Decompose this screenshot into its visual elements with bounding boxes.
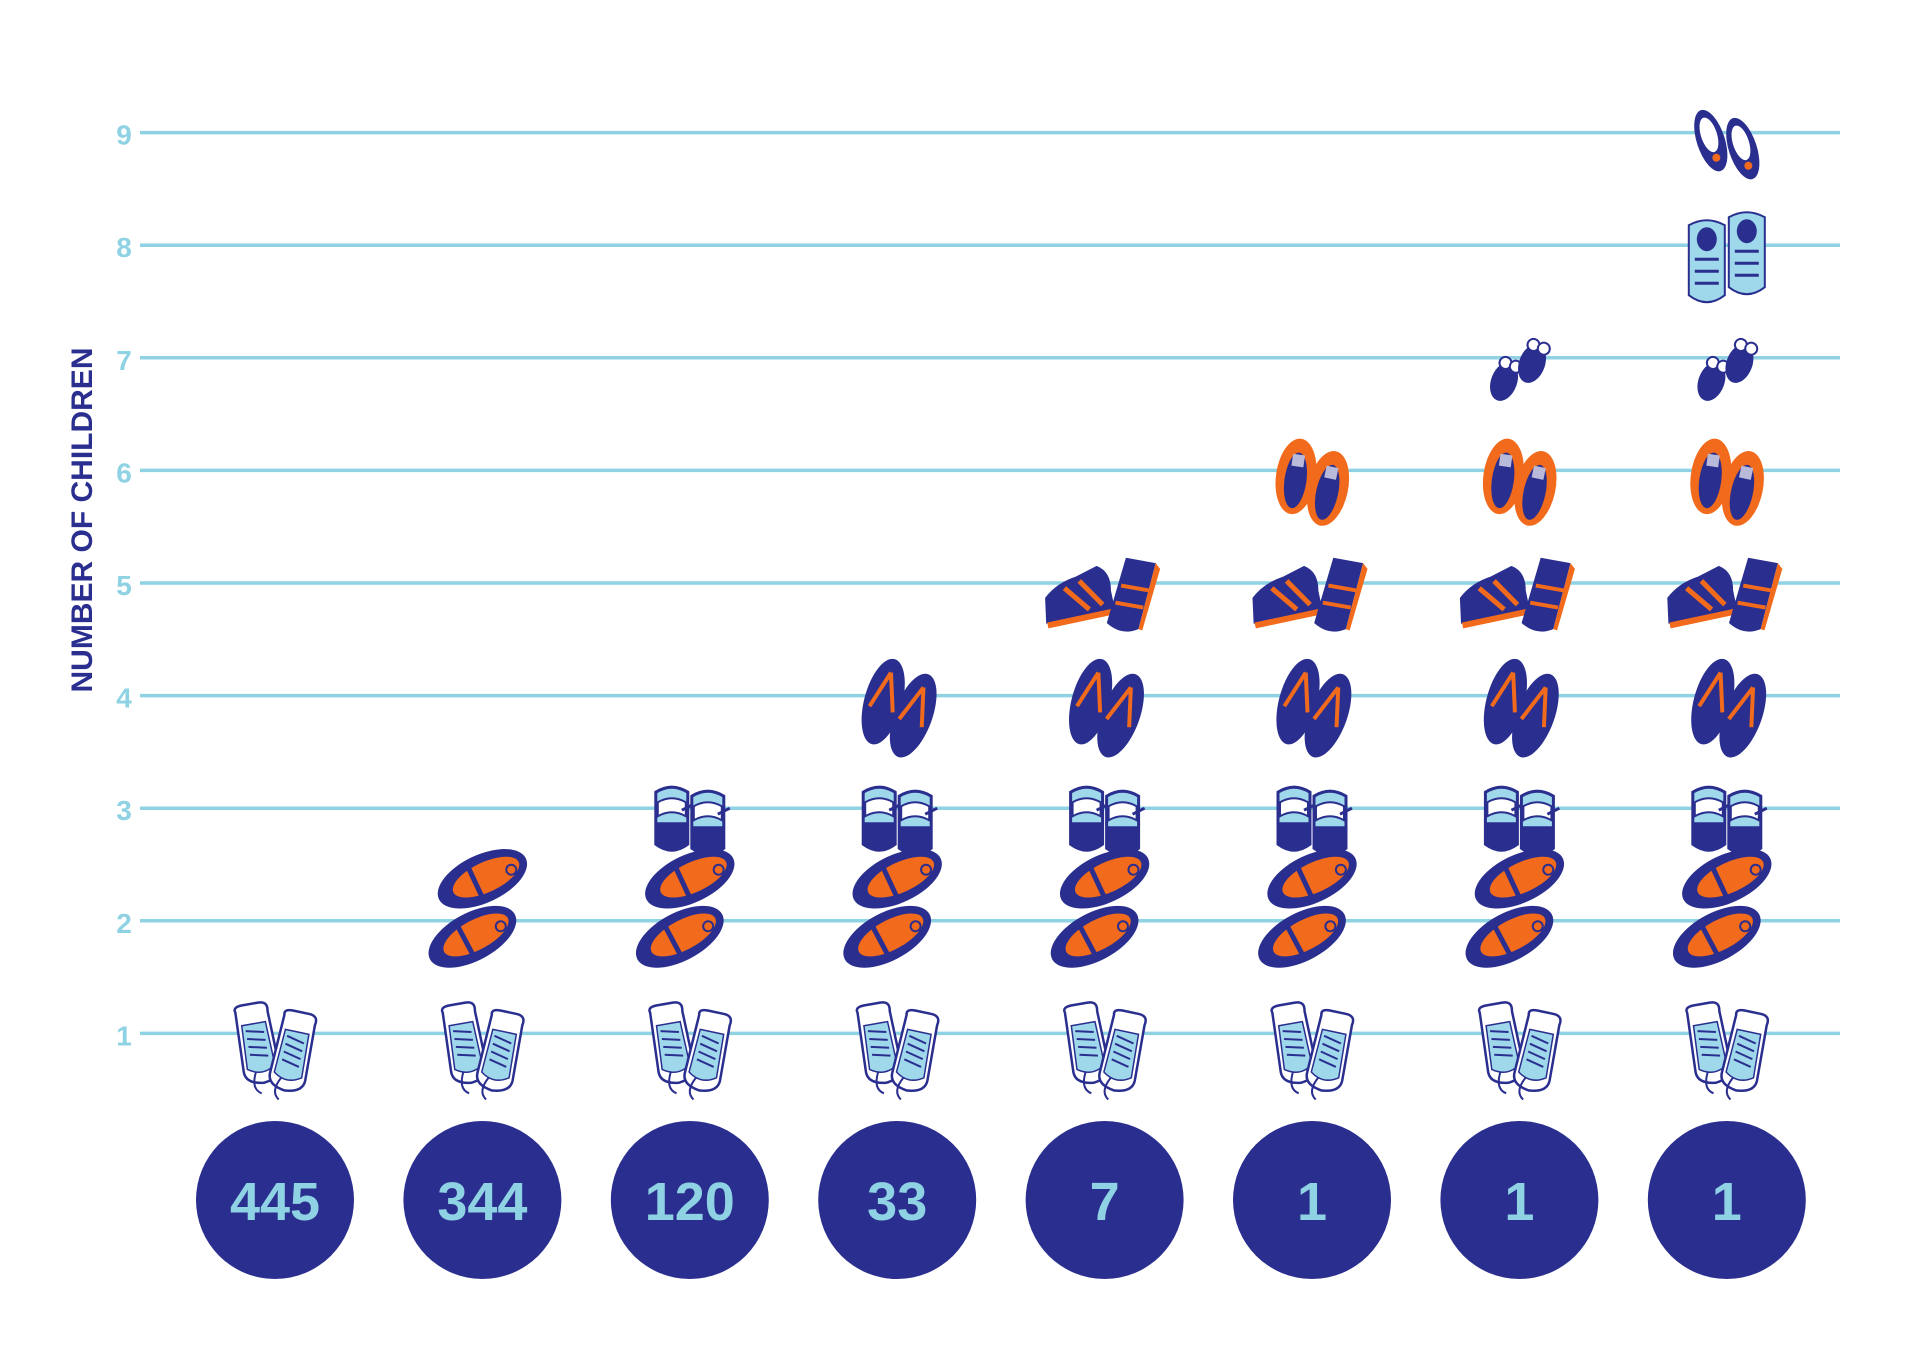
category-circle	[818, 1121, 977, 1279]
category-circle	[1647, 1121, 1806, 1279]
sneakers-icon	[648, 1001, 733, 1101]
category-count-label: 120	[645, 1172, 735, 1232]
category-count-label: 344	[437, 1172, 527, 1232]
strap-shoes-icon	[1276, 785, 1353, 856]
category-circle	[1440, 1121, 1599, 1279]
category-count-label: 1	[1297, 1172, 1327, 1232]
y-tick-label: 7	[116, 345, 132, 376]
flip-flops-icon	[1276, 658, 1352, 758]
category-badge: 344	[403, 1121, 562, 1279]
baby-booties-icon	[1490, 337, 1551, 401]
slip-on-shoes-icon	[1275, 438, 1350, 526]
sneakers-icon	[1477, 1001, 1562, 1101]
y-tick-label: 3	[116, 795, 132, 826]
velcro-sneakers-icon	[1252, 557, 1368, 632]
sneakers-icon	[1270, 1001, 1355, 1101]
sneakers-icon	[233, 1001, 318, 1101]
slip-on-shoes-icon	[1482, 438, 1557, 526]
y-axis-ticks: 1 2 3 4 5 6 7 8 9	[116, 120, 132, 1052]
velcro-sneakers-icon	[1045, 557, 1161, 632]
category-count-label: 33	[867, 1172, 927, 1232]
ballet-flats-icon	[1694, 109, 1760, 180]
flip-flops-icon	[1483, 658, 1559, 758]
category-count-label: 1	[1504, 1172, 1534, 1232]
flip-flops-icon	[1069, 658, 1144, 758]
velcro-sneakers-icon	[1459, 557, 1575, 632]
mary-jane-shoes-icon	[1258, 849, 1357, 968]
y-tick-label: 8	[116, 232, 132, 263]
y-tick-label: 1	[116, 1020, 132, 1051]
baby-booties-icon	[1697, 337, 1759, 401]
sneakers-icon	[1685, 1001, 1770, 1101]
mary-jane-shoes-icon	[428, 849, 528, 968]
y-tick-label: 4	[116, 683, 132, 714]
y-tick-label: 9	[116, 120, 132, 151]
category-badge: 1	[1647, 1121, 1806, 1279]
mary-jane-shoes-icon	[635, 849, 735, 968]
mary-jane-shoes-icon	[1465, 849, 1565, 968]
mary-jane-shoes-icon	[843, 849, 942, 968]
strap-shoes-icon	[1483, 785, 1561, 856]
y-tick-label: 2	[116, 908, 132, 939]
category-circle	[1233, 1121, 1391, 1279]
category-badge: 445	[196, 1121, 354, 1279]
category-badge: 33	[818, 1121, 977, 1279]
y-tick-label: 5	[116, 570, 132, 601]
sneakers-icon	[855, 1001, 940, 1101]
category-circle	[1025, 1121, 1184, 1279]
strap-shoes-icon	[1069, 785, 1146, 856]
grid-lines	[140, 130, 1840, 1036]
category-count-label: 1	[1712, 1172, 1742, 1232]
y-axis-title: NUMBER OF CHILDREN	[66, 348, 99, 693]
category-badge: 7	[1025, 1121, 1184, 1279]
sneakers-icon	[1062, 1001, 1147, 1101]
flip-flops-icon	[861, 658, 937, 758]
category-badge: 120	[610, 1121, 769, 1279]
category-circle	[403, 1121, 562, 1279]
velcro-sneakers-icon	[1667, 557, 1783, 632]
slip-on-shoes-icon	[1690, 438, 1764, 526]
mary-jane-shoes-icon	[1672, 849, 1772, 968]
y-tick-label: 6	[116, 457, 132, 488]
strap-shoes-icon	[861, 785, 938, 856]
strap-shoes-icon	[654, 785, 731, 856]
mary-jane-shoes-icon	[1050, 849, 1150, 968]
sneakers-icon	[440, 1001, 525, 1101]
category-circles: 445 344 120 33 7 1 1 1	[196, 1121, 1806, 1279]
flip-flops-icon	[1691, 658, 1767, 758]
category-count-label: 445	[230, 1172, 320, 1232]
category-circle	[196, 1121, 354, 1279]
category-count-label: 7	[1090, 1172, 1120, 1232]
category-badge: 1	[1233, 1121, 1391, 1279]
category-badge: 1	[1440, 1121, 1599, 1279]
sandals-icon	[1687, 211, 1766, 304]
category-circle	[610, 1121, 769, 1279]
shoe-icons	[233, 109, 1783, 1101]
strap-shoes-icon	[1691, 785, 1768, 856]
